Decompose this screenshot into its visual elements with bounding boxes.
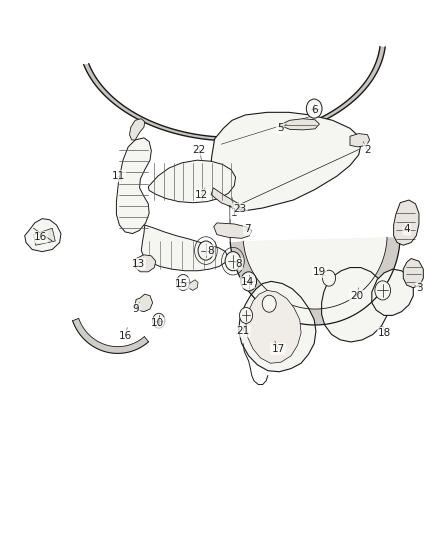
Text: 19: 19 (313, 267, 326, 277)
Circle shape (322, 270, 336, 286)
Polygon shape (279, 119, 319, 130)
Polygon shape (84, 46, 385, 141)
Text: 8: 8 (235, 259, 242, 269)
Text: 16: 16 (33, 232, 46, 243)
Text: 1: 1 (231, 208, 237, 219)
Circle shape (225, 252, 241, 271)
Polygon shape (394, 200, 419, 245)
Circle shape (241, 272, 257, 291)
Polygon shape (117, 138, 151, 233)
Text: 11: 11 (112, 171, 125, 181)
Text: 18: 18 (378, 328, 392, 338)
Text: 15: 15 (175, 279, 188, 288)
Text: 3: 3 (417, 283, 423, 293)
Text: 17: 17 (271, 344, 285, 354)
Polygon shape (246, 290, 301, 364)
Circle shape (177, 274, 190, 290)
Polygon shape (134, 255, 155, 272)
Polygon shape (239, 281, 316, 372)
Polygon shape (148, 160, 236, 203)
Text: 6: 6 (312, 104, 318, 115)
Text: 7: 7 (244, 224, 251, 235)
Polygon shape (321, 268, 389, 342)
Polygon shape (211, 188, 239, 209)
Text: 20: 20 (350, 290, 363, 301)
Text: 10: 10 (151, 318, 164, 328)
Polygon shape (73, 318, 148, 353)
Polygon shape (130, 119, 145, 140)
Polygon shape (33, 228, 55, 245)
Text: 21: 21 (237, 326, 250, 336)
Text: 16: 16 (119, 330, 132, 341)
Circle shape (306, 99, 322, 118)
Text: 22: 22 (193, 144, 206, 155)
Polygon shape (25, 219, 61, 252)
Text: 5: 5 (277, 123, 283, 133)
Text: 13: 13 (131, 259, 145, 269)
Polygon shape (135, 294, 152, 312)
Text: 4: 4 (403, 224, 410, 235)
Text: 23: 23 (233, 204, 247, 214)
Circle shape (240, 308, 253, 324)
Polygon shape (214, 223, 252, 238)
Text: 14: 14 (241, 278, 254, 287)
Text: 8: 8 (207, 246, 214, 255)
Circle shape (198, 241, 214, 260)
Polygon shape (350, 134, 370, 147)
Polygon shape (141, 225, 228, 271)
Circle shape (375, 281, 391, 300)
Text: 9: 9 (133, 304, 139, 314)
Polygon shape (188, 280, 198, 290)
Polygon shape (210, 112, 361, 211)
Circle shape (152, 313, 165, 328)
Polygon shape (230, 237, 400, 325)
Text: 2: 2 (364, 144, 371, 155)
Polygon shape (372, 269, 413, 316)
Polygon shape (403, 259, 424, 288)
Polygon shape (243, 237, 387, 309)
Circle shape (262, 295, 276, 312)
Text: 12: 12 (195, 190, 208, 200)
